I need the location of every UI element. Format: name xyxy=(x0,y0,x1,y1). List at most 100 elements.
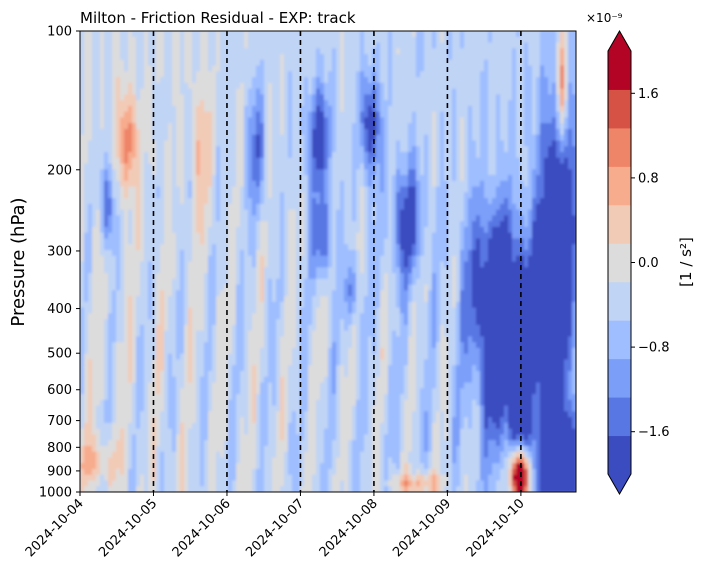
heatmap-cell xyxy=(236,209,241,216)
heatmap-cell xyxy=(316,198,321,205)
heatmap-cell xyxy=(212,163,217,170)
heatmap-cell xyxy=(324,31,329,38)
heatmap-cell xyxy=(284,163,289,170)
heatmap-cell xyxy=(108,128,113,136)
heatmap-cell xyxy=(384,59,389,67)
heatmap-cell xyxy=(396,82,401,90)
heatmap-cell xyxy=(264,88,269,95)
heatmap-cell xyxy=(164,215,169,222)
heatmap-cell xyxy=(92,157,97,165)
heatmap-cell xyxy=(456,157,461,165)
heatmap-cell xyxy=(156,215,161,222)
heatmap-cell xyxy=(112,123,117,130)
heatmap-cell xyxy=(564,186,569,193)
heatmap-cell xyxy=(348,146,353,153)
heatmap-cell xyxy=(244,244,249,251)
heatmap-cell xyxy=(532,71,537,78)
heatmap-cell xyxy=(368,48,373,55)
heatmap-cell xyxy=(240,221,245,228)
heatmap-cell xyxy=(192,169,197,176)
heatmap-cell xyxy=(460,31,465,38)
heatmap-cell xyxy=(320,65,325,72)
heatmap-cell xyxy=(100,59,105,67)
heatmap-cell xyxy=(456,146,461,153)
heatmap-cell xyxy=(80,232,85,240)
heatmap-cell xyxy=(100,226,105,234)
heatmap-cell xyxy=(568,209,573,216)
heatmap-cell xyxy=(304,123,309,130)
heatmap-cell xyxy=(404,221,409,228)
heatmap-cell xyxy=(204,226,209,234)
heatmap-cell xyxy=(132,215,137,222)
heatmap-cell xyxy=(520,134,525,142)
heatmap-cell xyxy=(252,203,257,211)
heatmap-cell xyxy=(540,146,545,153)
heatmap-cell xyxy=(120,100,125,107)
heatmap-cell xyxy=(116,244,121,251)
heatmap-cell xyxy=(512,105,517,113)
heatmap-cell xyxy=(420,163,425,170)
heatmap-cell xyxy=(336,65,341,72)
heatmap-cell xyxy=(124,31,129,38)
heatmap-cell xyxy=(572,31,576,38)
heatmap-cell xyxy=(560,123,565,130)
heatmap-cell xyxy=(524,77,529,84)
heatmap-cell xyxy=(168,232,173,240)
heatmap-cell xyxy=(368,215,373,222)
heatmap-cell xyxy=(160,232,165,240)
heatmap-cell xyxy=(456,100,461,107)
heatmap-cell xyxy=(156,105,161,113)
heatmap-cell xyxy=(308,59,313,67)
heatmap-cell xyxy=(500,71,505,78)
heatmap-cell xyxy=(424,146,429,153)
heatmap-cell xyxy=(420,169,425,176)
heatmap-cell xyxy=(548,198,553,205)
heatmap-cell xyxy=(116,71,121,78)
heatmap-cell xyxy=(520,88,525,95)
heatmap-cell xyxy=(352,175,357,182)
heatmap-cell xyxy=(452,54,457,61)
heatmap-cell xyxy=(536,123,541,130)
heatmap-cell xyxy=(284,203,289,211)
heatmap-cell xyxy=(464,180,469,188)
heatmap-cell xyxy=(396,152,401,159)
heatmap-cell xyxy=(332,209,337,216)
heatmap-cell xyxy=(508,123,513,130)
heatmap-cell xyxy=(200,238,205,245)
heatmap-cell xyxy=(160,180,165,188)
heatmap-cell xyxy=(228,140,233,147)
heatmap-cell xyxy=(448,192,453,199)
heatmap-cell xyxy=(512,238,517,245)
heatmap-cell xyxy=(120,244,125,251)
heatmap-cell xyxy=(200,105,205,113)
heatmap-cell xyxy=(500,175,505,182)
heatmap-cell xyxy=(380,105,385,113)
heatmap-cell xyxy=(272,88,277,95)
heatmap-cell xyxy=(124,221,129,228)
heatmap-cell xyxy=(320,232,325,240)
heatmap-cell xyxy=(400,152,405,159)
heatmap-cell xyxy=(120,157,125,165)
heatmap-cell xyxy=(200,117,205,124)
heatmap-cell xyxy=(364,157,369,165)
heatmap-cell xyxy=(164,226,169,234)
heatmap-cell xyxy=(460,255,465,263)
heatmap-cell xyxy=(212,123,217,130)
heatmap-cell xyxy=(272,152,277,159)
heatmap-cell xyxy=(268,71,273,78)
heatmap-cell xyxy=(556,82,561,90)
heatmap-cell xyxy=(368,180,373,188)
heatmap-cell xyxy=(504,152,509,159)
heatmap-cell xyxy=(504,59,509,67)
heatmap-cell xyxy=(560,226,565,234)
heatmap-cell xyxy=(116,215,121,222)
heatmap-cell xyxy=(272,65,277,72)
heatmap-cell xyxy=(488,71,493,78)
heatmap-cell xyxy=(432,163,437,170)
heatmap-cell xyxy=(356,123,361,130)
heatmap-cell xyxy=(188,186,193,193)
heatmap-cell xyxy=(196,261,201,268)
heatmap-cell xyxy=(140,157,145,165)
heatmap-cell xyxy=(528,100,533,107)
heatmap-cell xyxy=(332,180,337,188)
